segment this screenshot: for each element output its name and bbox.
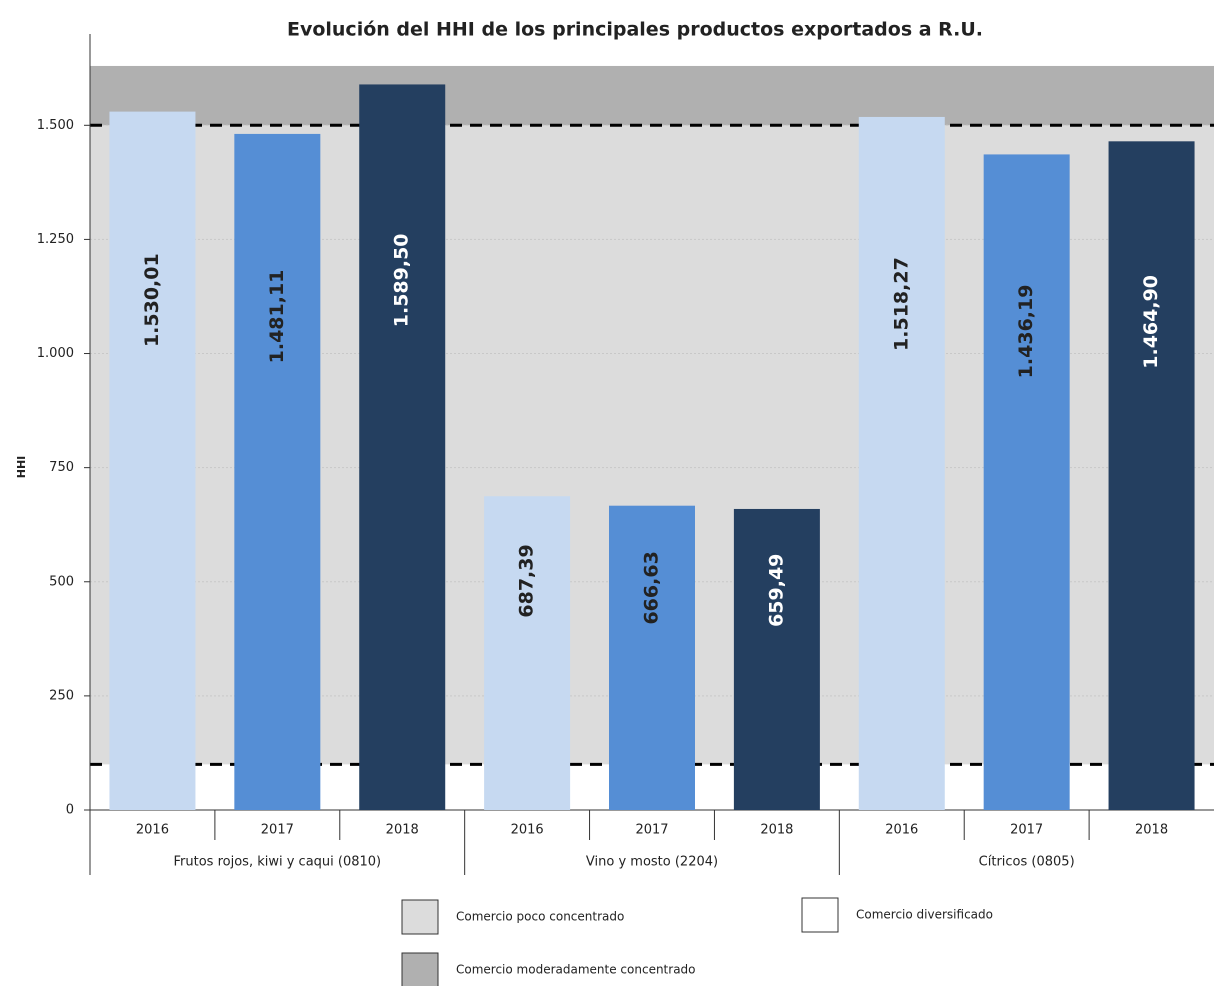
legend-label: Comercio poco concentrado	[456, 910, 624, 924]
y-tick-label: 1.250	[37, 232, 74, 247]
value-label: 1.436,19	[1015, 285, 1037, 379]
value-label: 1.530,01	[141, 253, 163, 347]
band	[90, 65, 1214, 126]
value-label: 666,63	[641, 551, 663, 624]
x-tick-label: 2017	[261, 823, 294, 838]
value-label: 687,39	[516, 544, 538, 617]
bar	[484, 496, 571, 810]
x-tick-label: 2018	[1135, 823, 1168, 838]
y-axis-label: HHI	[15, 456, 28, 479]
value-label: 1.589,50	[391, 233, 413, 327]
legend-label: Comercio diversificado	[856, 908, 993, 922]
y-tick-label: 1.500	[37, 118, 74, 133]
y-tick-label: 1.000	[37, 346, 74, 361]
value-label: 659,49	[765, 554, 787, 627]
value-label: 1.518,27	[890, 257, 912, 351]
group-label: Cítricos (0805)	[979, 855, 1075, 870]
group-label: Frutos rojos, kiwi y caqui (0810)	[174, 855, 382, 870]
bar	[1108, 141, 1195, 811]
x-tick-label: 2016	[885, 823, 918, 838]
bar	[109, 111, 196, 810]
bar	[609, 505, 695, 810]
chart-title: Evolución del HHI de los principales pro…	[287, 19, 983, 41]
legend-label: Comercio moderadamente concentrado	[456, 963, 696, 977]
x-tick-label: 2017	[1010, 823, 1043, 838]
bar	[983, 154, 1070, 810]
legend-swatch	[401, 952, 439, 986]
bar	[234, 133, 321, 810]
x-tick-label: 2018	[760, 823, 793, 838]
y-tick-label: 0	[66, 803, 74, 818]
legend-swatch	[801, 897, 839, 933]
value-label: 1.464,90	[1140, 275, 1162, 369]
x-tick-label: 2017	[635, 823, 668, 838]
bar	[359, 84, 446, 810]
y-tick-label: 500	[49, 574, 74, 589]
x-tick-label: 2018	[386, 823, 419, 838]
x-tick-label: 2016	[136, 823, 169, 838]
y-tick-label: 750	[49, 460, 74, 475]
value-label: 1.481,11	[266, 270, 288, 364]
bar	[858, 116, 945, 810]
legend-swatch	[401, 899, 439, 935]
x-tick-label: 2016	[511, 823, 544, 838]
y-tick-label: 250	[49, 688, 74, 703]
bar	[733, 508, 820, 810]
group-label: Vino y mosto (2204)	[586, 855, 718, 870]
